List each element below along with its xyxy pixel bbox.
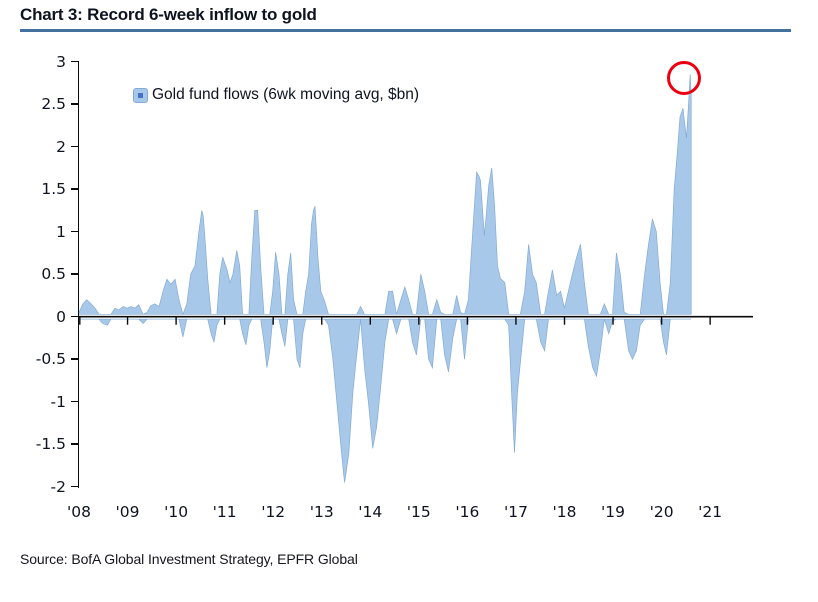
y-tick-label: 0 (56, 307, 66, 326)
chart-title: Chart 3: Record 6-week inflow to gold (20, 5, 317, 24)
series-swatch-inner (138, 92, 143, 98)
y-tick-label: 1.5 (41, 180, 66, 199)
y-tick-label: -0.5 (35, 350, 66, 369)
x-tick-label: '18 (552, 503, 577, 521)
title-underline-rule (20, 29, 791, 32)
y-tick-label: 2.5 (41, 95, 66, 114)
x-tick-label: '16 (455, 503, 480, 521)
y-tick-label: 3 (56, 52, 66, 71)
y-tick-label: -1 (50, 392, 66, 411)
y-tick (71, 145, 78, 148)
record-peak-annotation-circle (667, 60, 702, 95)
x-tick-label: '17 (504, 503, 528, 521)
y-tick (71, 103, 78, 105)
y-tick (71, 443, 78, 445)
x-tick-label: '08 (67, 503, 91, 521)
x-tick-label: '20 (649, 503, 674, 521)
y-tick (71, 400, 78, 403)
legend-label: Gold fund flows (6wk moving avg, $bn) (152, 86, 420, 103)
x-tick-label: '09 (115, 503, 140, 521)
y-tick-label: 2 (56, 137, 66, 156)
y-tick-label: 1 (56, 222, 66, 241)
y-tick (71, 273, 78, 275)
flows-area-plot (79, 74, 753, 483)
legend: Gold fund flows (6wk moving avg, $bn) (133, 86, 419, 104)
x-tick-label: '10 (164, 503, 189, 521)
series-swatch-icon (133, 87, 148, 103)
y-tick (71, 485, 78, 488)
y-tick (71, 315, 78, 318)
x-tick-label: '11 (212, 503, 237, 521)
y-axis-spine (77, 61, 80, 488)
y-tick-label: 0.5 (41, 265, 66, 284)
inflow-area (79, 74, 692, 316)
y-tick (71, 230, 78, 233)
x-tick-label: '19 (601, 503, 625, 521)
y-tick (71, 188, 78, 190)
outflow-area (79, 318, 692, 483)
x-tick-label: '14 (358, 503, 383, 521)
y-tick-label: -1.5 (35, 435, 66, 454)
source-text: Source: BofA Global Investment Strategy,… (20, 551, 358, 567)
x-tick-label: '15 (406, 503, 431, 521)
y-tick (71, 60, 78, 63)
y-tick (71, 358, 78, 360)
x-tick-label: '12 (261, 503, 286, 521)
x-tick-label: '13 (309, 503, 334, 521)
x-tick-label: '21 (698, 503, 723, 521)
y-tick-label: -2 (50, 477, 66, 496)
